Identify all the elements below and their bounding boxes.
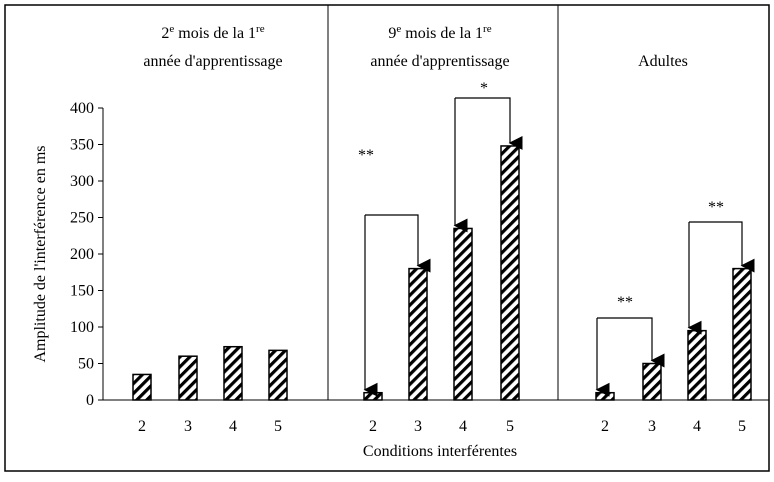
x-tick-label: 5	[738, 418, 746, 435]
x-tick-label: 2	[369, 418, 377, 435]
y-tick-label: 150	[70, 283, 94, 300]
x-tick-label: 2	[138, 418, 146, 435]
significance-label: **	[617, 294, 633, 311]
title-segment: e	[396, 23, 401, 35]
bar	[595, 391, 615, 401]
x-tick-label: 4	[459, 418, 467, 435]
x-tick-label: 3	[414, 418, 422, 435]
panel-title: 2e mois de la 1re	[161, 23, 264, 42]
title-segment: année d'apprentissage	[370, 53, 509, 70]
bar	[223, 345, 243, 401]
bar	[642, 362, 662, 401]
y-tick-label: 200	[70, 246, 94, 263]
x-tick-label: 4	[229, 418, 237, 435]
y-tick-label: 0	[86, 392, 94, 409]
y-tick-label: 400	[70, 100, 94, 117]
panel-title: 9e mois de la 1re	[388, 23, 491, 42]
significance-bracket	[689, 221, 755, 273]
title-segment: e	[169, 23, 174, 35]
y-tick-label: 250	[70, 210, 94, 227]
title-segment: re	[256, 23, 265, 35]
significance-bracket	[597, 317, 665, 368]
title-segment: mois de la 1	[401, 25, 483, 42]
bar	[363, 391, 383, 401]
title-segment: année d'apprentissage	[143, 53, 282, 70]
x-tick-label: 5	[506, 418, 514, 435]
significance-bracket	[455, 97, 523, 150]
y-tick-label: 300	[70, 173, 94, 190]
title-segment: 9	[388, 25, 396, 42]
title-segment: re	[483, 23, 492, 35]
x-tick-label: 3	[184, 418, 192, 435]
panel-title: année d'apprentissage	[143, 53, 282, 70]
bar	[178, 355, 198, 401]
title-segment: mois de la 1	[174, 25, 256, 42]
bar	[132, 373, 152, 401]
bar	[732, 267, 752, 401]
significance-bracket	[365, 214, 431, 273]
significance-label: **	[358, 147, 374, 164]
x-axis-label: Conditions interférentes	[363, 443, 517, 460]
y-axis-label: Amplitude de l'interférence en ms	[32, 145, 49, 362]
significance-label: *	[480, 80, 488, 97]
bar	[687, 329, 707, 401]
title-segment: Adultes	[638, 53, 688, 70]
panel-title: année d'apprentissage	[370, 53, 509, 70]
x-tick-label: 5	[274, 418, 282, 435]
panel-title: Adultes	[638, 53, 688, 70]
significance-label: **	[708, 199, 724, 216]
bar	[453, 227, 473, 401]
y-tick-label: 100	[70, 319, 94, 336]
y-tick-label: 350	[70, 137, 94, 154]
x-tick-label: 3	[648, 418, 656, 435]
x-tick-label: 2	[601, 418, 609, 435]
bar	[500, 145, 520, 401]
x-tick-label: 4	[693, 418, 701, 435]
y-tick-label: 50	[78, 356, 94, 373]
bar	[268, 349, 288, 401]
bar	[408, 267, 428, 401]
title-segment: 2	[161, 25, 169, 42]
frame	[4, 4, 770, 472]
